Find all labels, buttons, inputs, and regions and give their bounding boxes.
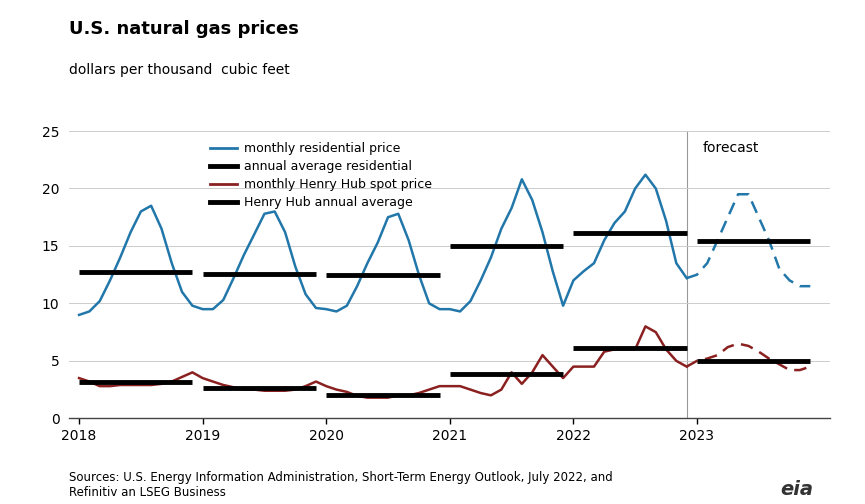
Text: U.S. natural gas prices: U.S. natural gas prices — [69, 20, 299, 38]
Text: forecast: forecast — [703, 141, 759, 155]
Text: eia: eia — [780, 480, 813, 499]
Text: Sources: U.S. Energy Information Administration, Short-Term Energy Outlook, July: Sources: U.S. Energy Information Adminis… — [69, 471, 613, 499]
Legend: monthly residential price, annual average residential, monthly Henry Hub spot pr: monthly residential price, annual averag… — [205, 137, 437, 214]
Text: dollars per thousand  cubic feet: dollars per thousand cubic feet — [69, 63, 290, 77]
